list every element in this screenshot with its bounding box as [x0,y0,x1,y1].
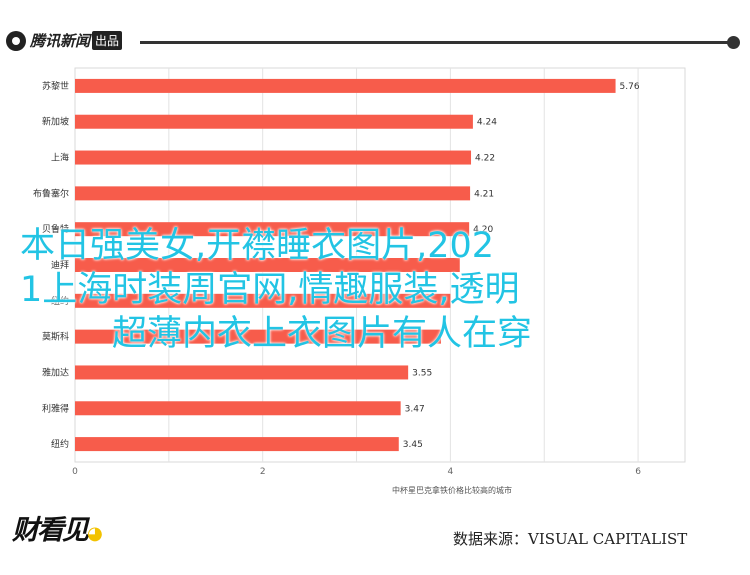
overlay-title-line-1: 本日强美女,开襟睡衣图片,202 [20,226,495,266]
header: 腾讯新闻 出品 [0,0,750,60]
bar [75,258,460,272]
logo-icon [6,30,26,51]
value-label: 3.47 [405,404,425,414]
category-label: 新加坡 [42,116,69,128]
x-tick-label: 2 [260,467,266,477]
value-label: 4.20 [473,225,493,235]
category-label: 上海 [51,152,69,164]
overlay-title: 本日强美女,开襟睡衣图片,202 1上海时装周官网,情趣服装,透明 超薄内衣上衣… [20,224,700,356]
value-label: 5.76 [620,82,640,92]
overlay-title-line-2: 1上海时装周官网,情趣服装,透明 [20,270,520,310]
logo-badge: 出品 [92,31,123,50]
header-dot-icon [727,36,740,49]
bar [75,365,409,380]
bar [75,78,616,93]
bar [75,329,441,344]
value-label: 3.45 [403,440,423,450]
footer-logo-mark-icon: ◕ [87,523,103,544]
header-divider [140,41,735,44]
value-label: 4.21 [474,189,494,199]
overlay-title-line-3: 超薄内衣上衣图片有人在穿 [112,314,533,354]
bar [75,222,470,237]
footer-logo-text: 财看见 [12,515,89,546]
x-tick-label: 4 [448,467,454,477]
x-tick-label: 0 [72,467,78,477]
category-label: 纽约 [51,295,69,307]
category-label: 贝鲁特 [42,223,69,235]
value-label: 4.24 [477,118,497,128]
data-source: 数据来源：VISUAL CAPITALIST [453,530,688,548]
tencent-news-logo: 腾讯新闻 出品 [6,30,123,51]
bar [75,293,451,308]
category-label: 利雅得 [42,402,69,414]
category-label: 纽约 [51,438,69,450]
bar [75,150,472,165]
bar [75,437,399,452]
logo-text: 腾讯新闻 [30,32,91,50]
category-label: 苏黎世 [42,80,69,92]
category-label: 雅加达 [42,366,69,378]
category-label: 布鲁塞尔 [33,187,69,199]
x-tick-label: 6 [635,467,641,477]
value-label: 3.55 [412,368,432,378]
category-label: 迪拜 [51,259,69,271]
x-axis-label: 中杯星巴克拿铁价格比较高的城市 [392,485,512,495]
bar [75,186,471,201]
bar [75,401,401,416]
category-label: 莫斯科 [42,331,69,343]
bar [75,114,473,129]
value-label: 4.22 [475,154,495,164]
caikanjian-logo: 财看见◕ [12,508,103,547]
